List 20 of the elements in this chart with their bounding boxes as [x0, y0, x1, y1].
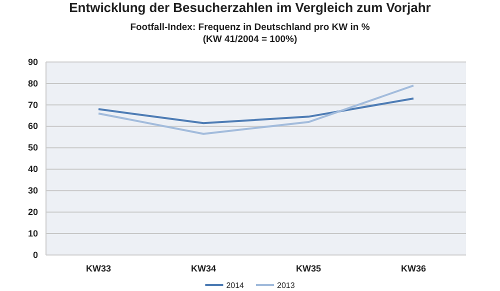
chart-title: Entwicklung der Besucherzahlen im Vergleich zum Vorjahr	[69, 0, 431, 15]
y-tick-label: 0	[32, 250, 38, 260]
y-tick-label: 30	[28, 186, 38, 196]
y-tick-label: 90	[28, 56, 38, 67]
y-tick-label: 10	[28, 228, 38, 238]
y-tick-label: 50	[28, 142, 38, 153]
x-tick-label: KW35	[296, 263, 322, 274]
y-tick-label: 80	[28, 78, 38, 88]
y-tick-label: 40	[28, 164, 38, 174]
line-series	[98, 97, 414, 124]
legend-label: 2014	[226, 281, 245, 290]
y-tick-label: 70	[28, 100, 38, 110]
x-tick-label: KW34	[190, 263, 216, 274]
y-tick-label: 20	[28, 206, 38, 217]
chart-subtitle: Footfall-Index: Frequenz in Deutschland pro KW in % (KW 41/2004 = 100%)	[130, 22, 370, 45]
line-series	[98, 84, 414, 135]
legend-label: 2013	[277, 281, 296, 290]
y-tick-label: 60	[28, 121, 38, 132]
x-tick-label: KW36	[400, 263, 426, 274]
x-tick-label: KW33	[86, 263, 112, 274]
